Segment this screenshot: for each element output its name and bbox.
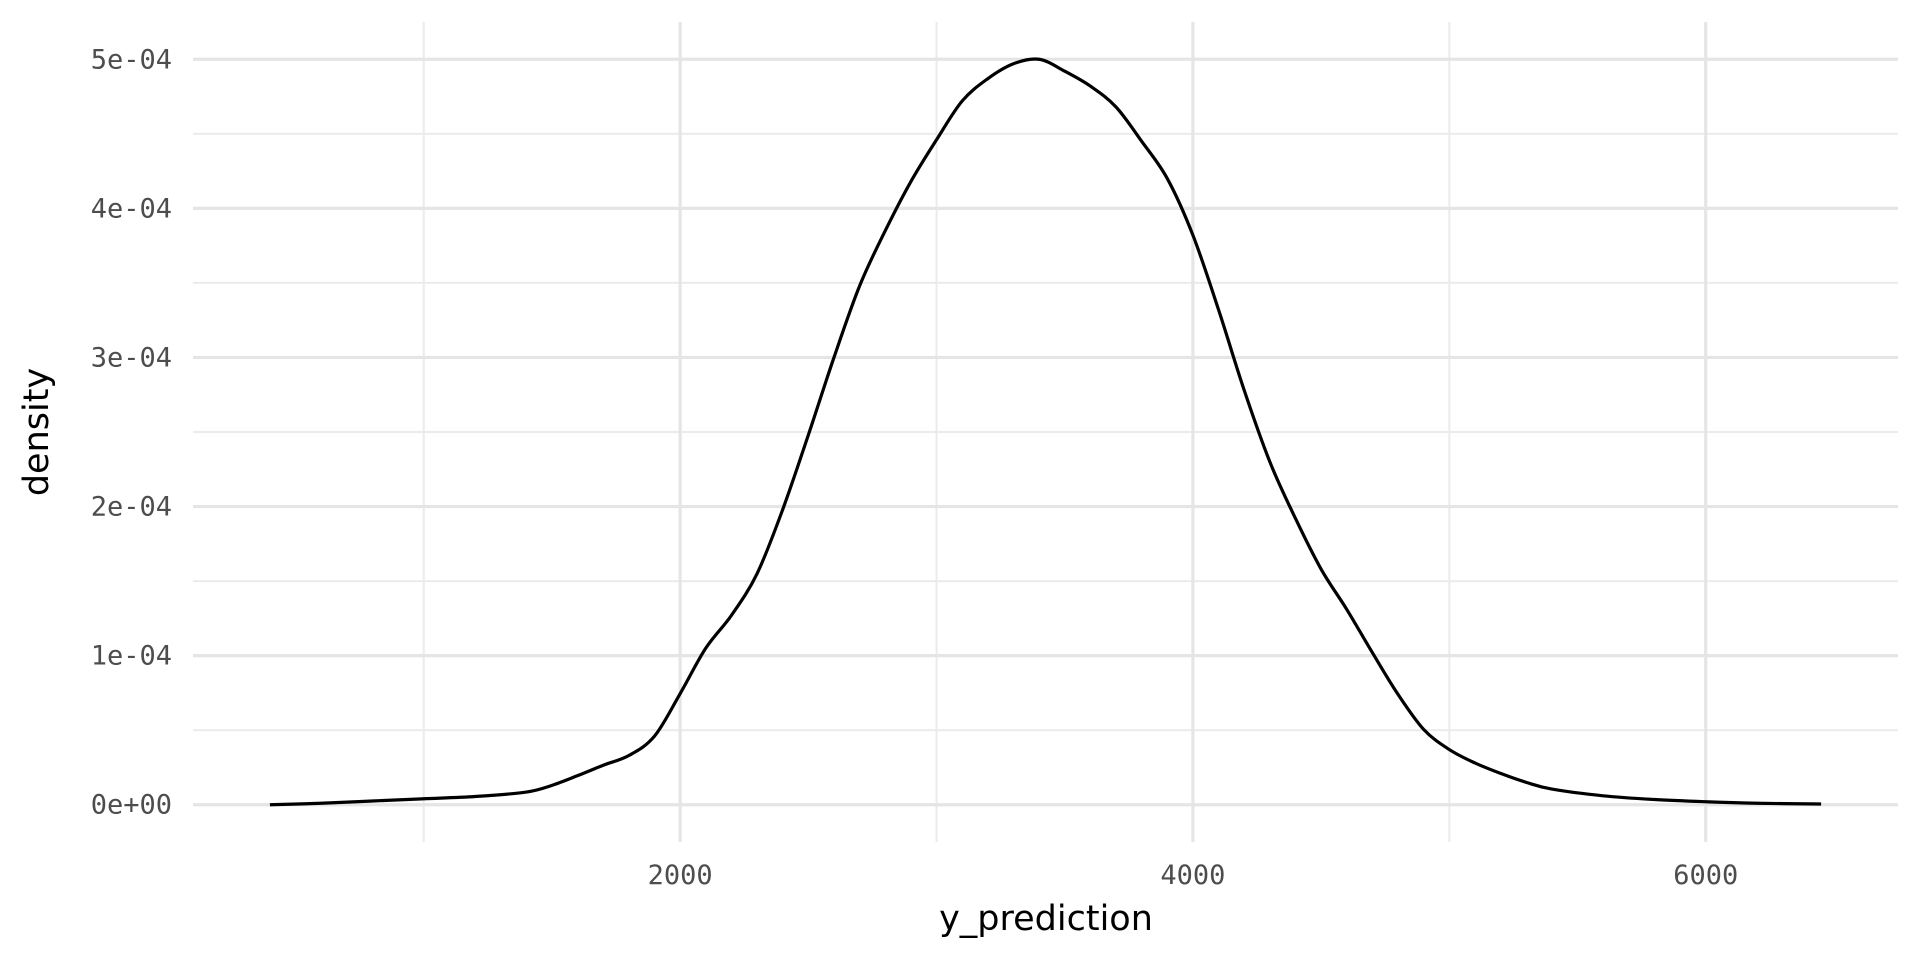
x-axis-title: y_prediction	[939, 899, 1153, 939]
series-layer	[269, 57, 1822, 807]
x-tick-label: 6000	[1673, 860, 1738, 891]
y-tick-label: 1e-04	[91, 641, 172, 672]
major-gridlines	[193, 22, 1898, 842]
y-tick-label: 5e-04	[91, 44, 172, 75]
y-tick-label: 3e-04	[91, 342, 172, 373]
y-tick-label: 4e-04	[91, 193, 172, 224]
x-tick-label: 2000	[648, 860, 713, 891]
y-tick-label: 0e+00	[91, 790, 172, 821]
x-tick-labels: 2000 4000 6000	[648, 860, 1739, 891]
y-tick-label: 2e-04	[91, 492, 172, 523]
minor-gridlines	[193, 22, 1898, 842]
density-curve-line	[269, 57, 1822, 807]
y-tick-labels: 0e+00 1e-04 2e-04 3e-04 4e-04 5e-04	[91, 44, 172, 820]
x-tick-label: 4000	[1160, 860, 1225, 891]
y-axis-title: density	[17, 368, 57, 496]
